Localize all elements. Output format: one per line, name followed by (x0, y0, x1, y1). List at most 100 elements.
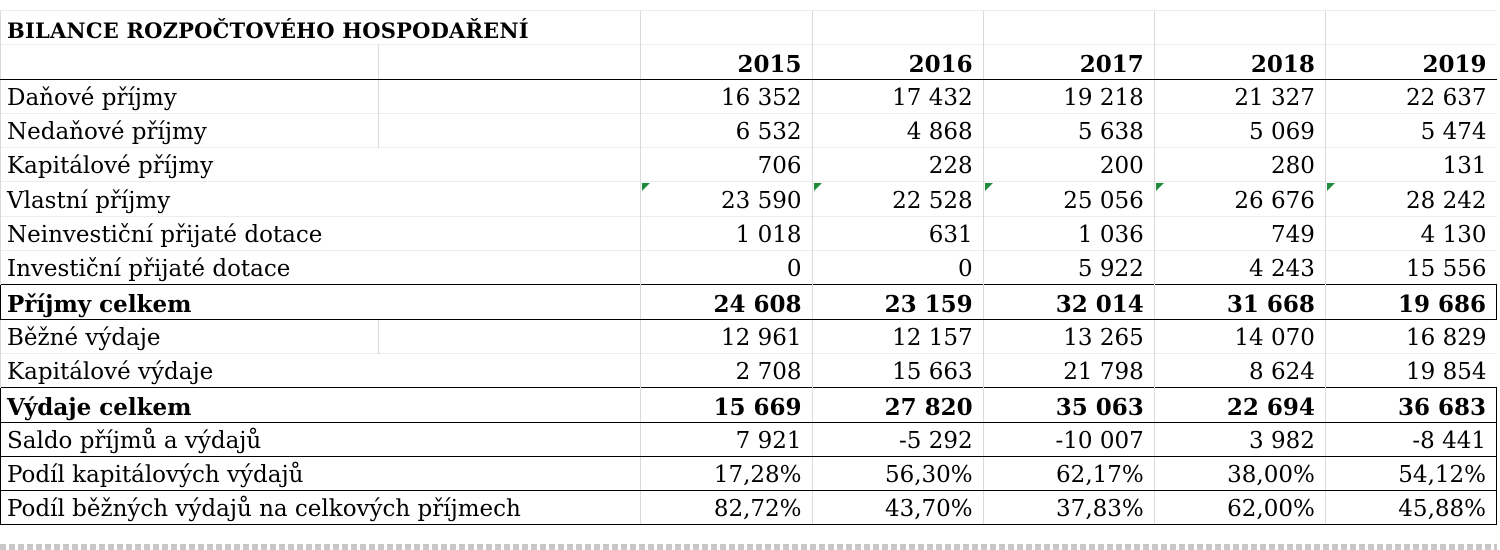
value-cell[interactable]: 16 829 (1324, 318, 1497, 354)
value-cell[interactable]: 43,70% (811, 490, 984, 526)
value-cell[interactable]: 22 694 (1153, 387, 1326, 423)
value-cell[interactable]: 7 921 (640, 421, 813, 457)
year-header[interactable]: 2019 (1324, 44, 1497, 80)
value-cell[interactable]: 38,00% (1153, 455, 1326, 492)
comment-indicator-icon[interactable] (1326, 183, 1335, 192)
value-cell[interactable]: 37,83% (982, 490, 1155, 526)
cell[interactable] (811, 9, 984, 45)
value-cell[interactable]: 16 352 (640, 78, 813, 114)
value-cell[interactable]: 23 590 (640, 181, 813, 217)
value-cell[interactable]: 56,30% (811, 455, 984, 492)
cell[interactable] (0, 44, 379, 80)
value-cell[interactable]: 131 (1324, 147, 1497, 182)
value-cell[interactable]: 22 528 (811, 181, 984, 217)
value-cell[interactable]: 4 130 (1324, 215, 1497, 251)
value-cell[interactable]: 25 056 (982, 181, 1155, 217)
year-header[interactable]: 2016 (811, 44, 984, 80)
value-cell[interactable]: 27 820 (811, 387, 984, 423)
row-label[interactable]: Kapitálové příjmy (0, 147, 641, 182)
value-cell[interactable]: 21 327 (1153, 78, 1326, 114)
value-cell[interactable]: 19 218 (982, 78, 1155, 114)
cell[interactable] (378, 78, 641, 114)
value-cell[interactable]: 5 069 (1153, 112, 1326, 148)
cell[interactable] (378, 318, 641, 354)
comment-indicator-icon[interactable] (984, 183, 993, 192)
value-cell[interactable]: 5 474 (1324, 112, 1497, 148)
value-cell[interactable]: 19 854 (1324, 352, 1497, 388)
value-cell[interactable]: 54,12% (1324, 455, 1498, 492)
value-cell[interactable]: 19 686 (1324, 284, 1498, 320)
value-cell[interactable]: 1 036 (982, 215, 1155, 251)
cell[interactable] (1153, 9, 1326, 45)
value-cell[interactable]: 12 961 (640, 318, 813, 354)
value-cell[interactable]: 0 (811, 250, 984, 285)
year-header[interactable]: 2015 (640, 44, 813, 80)
value-cell[interactable]: 12 157 (811, 318, 984, 354)
value-cell[interactable]: 62,17% (982, 455, 1155, 492)
value-cell[interactable]: 45,88% (1324, 490, 1498, 526)
value-cell[interactable]: -8 441 (1324, 421, 1498, 457)
value-cell[interactable]: 14 070 (1153, 318, 1326, 354)
row-label[interactable]: Vlastní příjmy (0, 181, 641, 217)
value-cell[interactable]: 228 (811, 147, 984, 182)
value-cell[interactable]: 5 638 (982, 112, 1155, 148)
value-cell[interactable]: 280 (1153, 147, 1326, 182)
value-cell[interactable]: 5 922 (982, 250, 1155, 285)
value-cell[interactable]: 1 018 (640, 215, 813, 251)
cell[interactable] (378, 44, 641, 80)
row-label[interactable]: Podíl kapitálových výdajů (0, 455, 641, 492)
year-header[interactable]: 2018 (1153, 44, 1326, 80)
row-label[interactable]: Příjmy celkem (0, 284, 641, 320)
table-title[interactable]: BILANCE ROZPOČTOVÉHO HOSPODAŘENÍ (0, 9, 641, 45)
value-cell[interactable]: 749 (1153, 215, 1326, 251)
year-header[interactable]: 2017 (982, 44, 1155, 80)
comment-indicator-icon[interactable] (1155, 183, 1164, 192)
value-cell[interactable]: 4 868 (811, 112, 984, 148)
value-cell[interactable]: 0 (640, 250, 813, 285)
value-cell[interactable]: 15 663 (811, 352, 984, 388)
value-cell[interactable]: -10 007 (982, 421, 1155, 457)
row-label[interactable]: Běžné výdaje (0, 318, 379, 354)
value-cell[interactable]: 13 265 (982, 318, 1155, 354)
row-label[interactable]: Investiční přijaté dotace (0, 250, 641, 285)
cell[interactable] (378, 112, 641, 148)
value-cell[interactable]: 200 (982, 147, 1155, 182)
row-label[interactable]: Kapitálové výdaje (0, 352, 641, 388)
value-text: 22 637 (1406, 84, 1487, 111)
cell[interactable] (982, 9, 1155, 45)
value-cell[interactable]: 35 063 (982, 387, 1155, 423)
value-cell[interactable]: -5 292 (811, 421, 984, 457)
cell[interactable] (640, 9, 813, 45)
value-cell[interactable]: 17 432 (811, 78, 984, 114)
value-cell[interactable]: 21 798 (982, 352, 1155, 388)
value-cell[interactable]: 2 708 (640, 352, 813, 388)
value-cell[interactable]: 62,00% (1153, 490, 1326, 526)
value-cell[interactable]: 3 982 (1153, 421, 1326, 457)
value-cell[interactable]: 22 637 (1324, 78, 1497, 114)
comment-indicator-icon[interactable] (813, 183, 822, 192)
value-cell[interactable]: 4 243 (1153, 250, 1326, 285)
value-cell[interactable]: 82,72% (640, 490, 813, 526)
row-label[interactable]: Výdaje celkem (0, 387, 641, 423)
value-cell[interactable]: 6 532 (640, 112, 813, 148)
value-cell[interactable]: 631 (811, 215, 984, 251)
value-cell[interactable]: 36 683 (1324, 387, 1498, 423)
value-cell[interactable]: 32 014 (982, 284, 1155, 320)
value-cell[interactable]: 15 556 (1324, 250, 1497, 285)
value-cell[interactable]: 31 668 (1153, 284, 1326, 320)
value-cell[interactable]: 26 676 (1153, 181, 1326, 217)
row-label[interactable]: Podíl běžných výdajů na celkových příjme… (0, 490, 641, 526)
value-cell[interactable]: 15 669 (640, 387, 813, 423)
cell[interactable] (1324, 9, 1497, 45)
row-label[interactable]: Saldo příjmů a výdajů (0, 421, 641, 457)
value-cell[interactable]: 8 624 (1153, 352, 1326, 388)
value-cell[interactable]: 706 (640, 147, 813, 182)
row-label[interactable]: Nedaňové příjmy (0, 112, 379, 148)
value-cell[interactable]: 23 159 (811, 284, 984, 320)
value-cell[interactable]: 28 242 (1324, 181, 1497, 217)
row-label[interactable]: Daňové příjmy (0, 78, 379, 114)
comment-indicator-icon[interactable] (642, 183, 651, 192)
value-cell[interactable]: 17,28% (640, 455, 813, 492)
value-cell[interactable]: 24 608 (640, 284, 813, 320)
row-label[interactable]: Neinvestiční přijaté dotace (0, 215, 641, 251)
